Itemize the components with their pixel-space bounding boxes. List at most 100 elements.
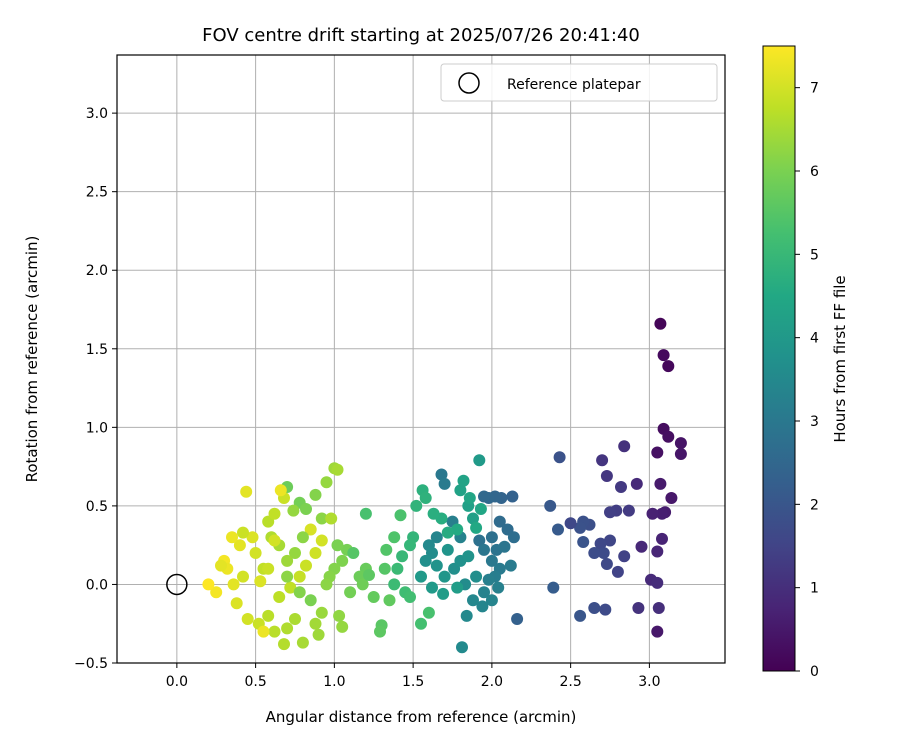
data-point [426,581,438,594]
data-point [404,539,416,552]
data-point [394,509,407,522]
colorbar-gradient [762,45,796,672]
data-point [226,531,238,544]
data-point [300,503,312,515]
colorbar-tick-label: 3 [810,414,819,430]
data-point [289,547,301,559]
colorbar-label: Hours from first FF file [831,275,849,442]
data-point [674,437,687,450]
data-point [315,606,328,619]
data-point [281,622,294,635]
data-point [657,349,670,362]
data-point [415,570,427,583]
data-point [273,591,286,603]
data-point [622,504,635,517]
y-tick-label: 1.0 [86,420,108,436]
data-point [309,488,322,501]
data-point [438,477,451,490]
data-point [289,613,301,625]
data-point [473,454,486,467]
data-point [422,606,435,619]
data-point [498,540,511,553]
y-axis-label: Rotation from reference (arcmin) [23,236,41,483]
scatter-points [202,317,687,654]
data-point [254,575,267,588]
data-point [268,507,281,520]
data-point [485,531,498,544]
data-point [651,625,664,638]
legend-marker [458,72,480,94]
x-tick-label: 1.0 [323,674,345,690]
data-point [415,617,427,630]
data-point [441,526,454,539]
data-point [320,578,333,591]
data-point [374,625,386,638]
data-point [296,531,309,544]
data-point [296,636,309,649]
data-point [492,581,505,594]
y-tick-label: 0.0 [86,577,108,593]
data-point [333,609,346,622]
data-point [470,521,483,534]
data-point [380,543,393,556]
data-point [249,547,262,559]
data-point [396,550,409,563]
data-point [485,554,498,567]
data-point [215,559,227,572]
data-point [476,600,489,613]
colorbar-tick-label: 5 [810,247,819,263]
data-point [325,512,338,525]
data-point [336,620,349,633]
data-point [596,454,609,467]
colorbar-tick-label: 4 [810,331,819,347]
data-point [604,534,616,547]
data-point [651,446,664,459]
data-point [474,503,487,515]
x-tick-label: 3.0 [638,674,660,690]
data-point [430,559,443,572]
data-point [553,451,566,464]
data-point [419,492,432,504]
colorbar-tick-label: 1 [810,581,819,597]
data-point [463,492,476,504]
x-tick-label: 2.0 [481,674,503,690]
data-point [467,512,479,525]
data-point [462,550,475,563]
data-point [240,485,253,498]
data-point [237,570,249,583]
data-point [478,543,490,556]
data-point [304,594,317,607]
data-point [652,602,665,614]
data-point [441,543,454,556]
data-point [674,448,687,460]
data-point [656,507,668,520]
data-point [388,531,401,544]
data-point [588,547,601,559]
data-point [367,591,380,603]
grid-lines [117,55,725,664]
data-point [651,576,664,589]
data-point [574,521,587,534]
data-point [344,586,357,599]
reference-marker [166,573,188,596]
data-point [547,581,560,594]
data-point [435,468,448,481]
data-point [662,430,675,443]
data-point [460,609,473,622]
data-point [635,540,648,553]
data-point [309,617,322,630]
data-point [632,602,645,614]
colorbar: 0 1 2 3 4 5 6 7 Hours from first FF file [762,45,849,680]
data-point [454,484,467,497]
data-point [457,474,470,487]
data-point [410,499,423,512]
data-point [470,570,483,583]
data-point [646,507,659,520]
data-point [388,578,401,591]
data-point [438,570,451,583]
data-point [262,562,275,575]
data-point [278,638,290,651]
data-point [287,504,300,517]
data-point [665,492,678,504]
data-point [336,554,349,567]
